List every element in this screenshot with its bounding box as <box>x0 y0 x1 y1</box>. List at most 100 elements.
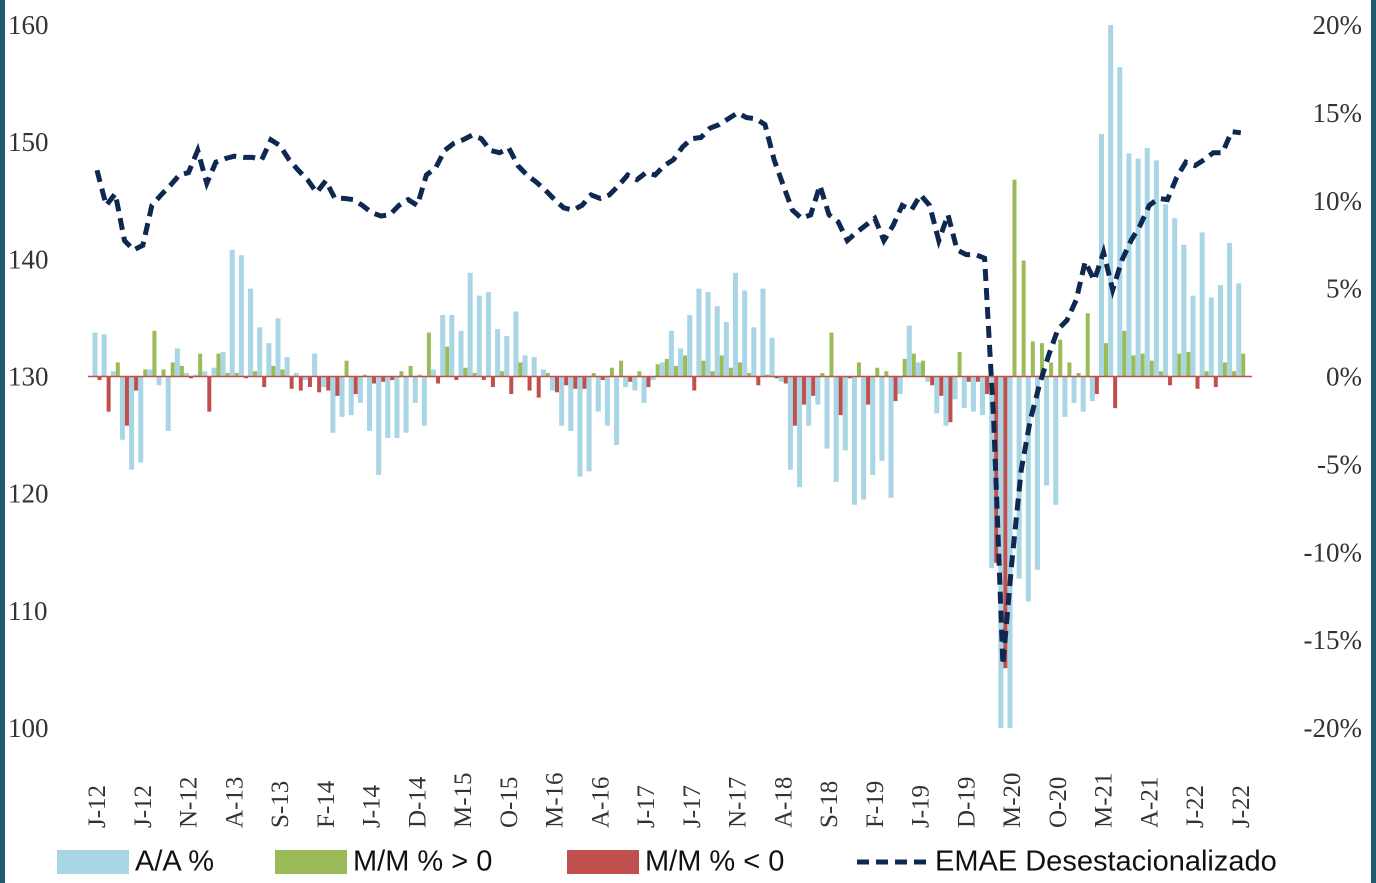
bar <box>257 327 263 377</box>
y-tick-label: 130 <box>8 362 49 392</box>
bar <box>312 353 318 377</box>
x-tick-label: F-19 <box>862 781 889 828</box>
bar <box>207 376 212 412</box>
bar <box>156 376 162 386</box>
bar <box>851 376 857 505</box>
bar <box>577 376 583 477</box>
bar <box>119 376 125 440</box>
bar <box>943 376 949 426</box>
bar <box>1012 179 1017 377</box>
x-tick-label: F-14 <box>313 780 340 828</box>
bar <box>609 367 614 377</box>
bar <box>1021 260 1026 377</box>
x-tick-label: J-22 <box>1182 785 1209 828</box>
bar <box>344 360 349 377</box>
bar <box>134 376 139 391</box>
x-tick-label: D-19 <box>953 777 980 828</box>
bar <box>948 376 953 423</box>
bar <box>1158 371 1163 377</box>
bar <box>266 343 272 377</box>
bar <box>714 306 720 377</box>
bar <box>184 372 189 377</box>
bar <box>952 376 958 400</box>
bar <box>138 376 144 463</box>
bar <box>696 288 702 377</box>
bar <box>271 365 276 377</box>
bar <box>866 376 871 405</box>
bar <box>998 376 1004 728</box>
x-tick-label: J-22 <box>1228 785 1255 828</box>
bar <box>961 376 967 409</box>
bar <box>555 376 559 393</box>
bar <box>193 374 199 377</box>
bar <box>646 376 651 388</box>
bar <box>431 369 437 377</box>
bar <box>390 376 395 381</box>
x-tick-label: A-13 <box>221 777 248 828</box>
bar <box>774 376 779 379</box>
bar <box>710 371 715 377</box>
bar <box>202 371 208 377</box>
bar <box>229 249 235 377</box>
bar <box>381 376 386 382</box>
bar <box>330 376 336 433</box>
bar <box>897 376 903 395</box>
bar <box>906 325 912 377</box>
bar <box>985 376 990 395</box>
bar <box>687 314 693 377</box>
legend-swatch <box>57 850 129 874</box>
bar <box>1089 376 1095 402</box>
bar <box>769 337 775 377</box>
x-tick-label: M-20 <box>999 772 1026 828</box>
bar <box>568 376 574 431</box>
bar <box>97 376 102 381</box>
bar <box>564 376 569 386</box>
bar <box>1104 343 1108 377</box>
bar <box>302 376 308 381</box>
bar <box>527 376 532 391</box>
bar <box>394 376 400 439</box>
bar <box>293 372 299 377</box>
bar <box>367 376 372 431</box>
bar <box>234 372 239 377</box>
bar <box>582 376 587 389</box>
bar <box>573 376 578 389</box>
x-tick-label: O-20 <box>1045 777 1072 828</box>
bar <box>692 376 697 391</box>
bar <box>1071 376 1077 403</box>
bar <box>911 353 916 377</box>
bar <box>1058 339 1063 377</box>
bar <box>124 376 129 426</box>
bar <box>787 376 793 470</box>
bar <box>550 376 555 391</box>
bar <box>1241 353 1246 377</box>
bar <box>353 376 358 395</box>
bar <box>879 376 885 461</box>
bar <box>683 355 688 377</box>
y2-tick-label: 15% <box>1313 98 1363 128</box>
frame-edge <box>1371 0 1376 883</box>
bar <box>238 255 244 377</box>
bar <box>426 332 431 377</box>
bar <box>701 360 706 377</box>
bar <box>655 364 660 377</box>
bar <box>403 376 409 433</box>
bar <box>1034 376 1040 570</box>
bar <box>628 376 633 382</box>
bar <box>1186 351 1191 377</box>
bar <box>792 376 797 426</box>
bar <box>110 371 116 377</box>
bar <box>1181 244 1187 377</box>
bar <box>1113 376 1118 409</box>
bar <box>559 376 565 426</box>
y-tick-label: 140 <box>8 244 49 274</box>
x-tick-label: J-12 <box>84 785 111 828</box>
bar <box>797 376 803 488</box>
bar <box>723 322 729 377</box>
x-tick-label: J-17 <box>633 785 660 828</box>
x-tick-label: S-13 <box>267 781 294 828</box>
bar <box>1208 297 1214 377</box>
bar <box>362 374 367 377</box>
bar <box>106 376 111 412</box>
bar <box>747 372 752 377</box>
